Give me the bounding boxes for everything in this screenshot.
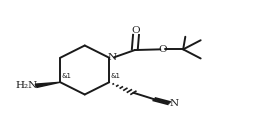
Text: H₂N: H₂N [16,81,38,90]
Text: O: O [158,45,167,54]
Text: O: O [132,26,140,35]
Text: N: N [108,52,117,62]
Text: N: N [170,99,179,108]
Polygon shape [35,82,60,87]
Text: &1: &1 [61,73,71,79]
Text: &1: &1 [111,73,121,79]
